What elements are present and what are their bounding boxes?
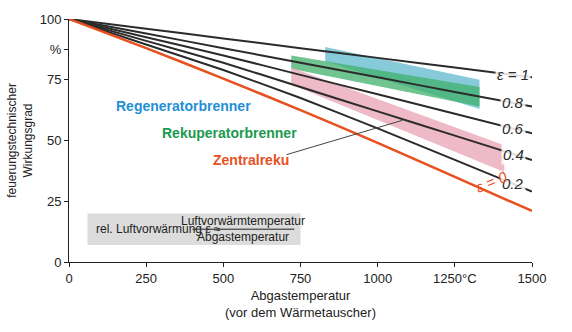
svg-text:Rekuperatorbrenner: Rekuperatorbrenner <box>162 125 297 141</box>
svg-text:0.8: 0.8 <box>502 94 524 111</box>
svg-text:Zentralreku: Zentralreku <box>213 152 289 168</box>
svg-text:0: 0 <box>54 255 61 270</box>
svg-text:0.6: 0.6 <box>502 120 524 137</box>
svg-text:Abgastemperatur: Abgastemperatur <box>197 230 289 244</box>
svg-text:50: 50 <box>47 133 61 148</box>
svg-text:1000: 1000 <box>363 271 392 286</box>
svg-text:0.2: 0.2 <box>502 175 524 192</box>
svg-text:250: 250 <box>135 271 157 286</box>
svg-text:500: 500 <box>212 271 234 286</box>
svg-text:rel. Luftvorwärmung ε ≈: rel. Luftvorwärmung ε ≈ <box>96 222 221 236</box>
svg-text:%: % <box>50 42 62 57</box>
svg-text:ε = 1: ε = 1 <box>497 66 529 83</box>
svg-text:1500: 1500 <box>518 271 547 286</box>
svg-text:Abgastemperatur(vor dem Wärmet: Abgastemperatur(vor dem Wärmetauscher) <box>225 288 376 320</box>
svg-text:Regeneratorbrenner: Regeneratorbrenner <box>116 98 251 114</box>
svg-text:0: 0 <box>65 271 72 286</box>
svg-text:1250°C: 1250°C <box>433 271 477 286</box>
svg-text:75: 75 <box>47 72 61 87</box>
svg-text:0.4: 0.4 <box>503 146 524 163</box>
svg-text:100: 100 <box>40 12 62 27</box>
svg-text:25: 25 <box>47 194 61 209</box>
svg-text:ε = 0: ε = 0 <box>473 168 510 196</box>
svg-text:750: 750 <box>290 271 312 286</box>
svg-text:Luftvorwärmtemperatur: Luftvorwärmtemperatur <box>181 214 305 228</box>
svg-text:feuerungstechnischerWirkungsgr: feuerungstechnischerWirkungsgrad <box>5 83 35 198</box>
